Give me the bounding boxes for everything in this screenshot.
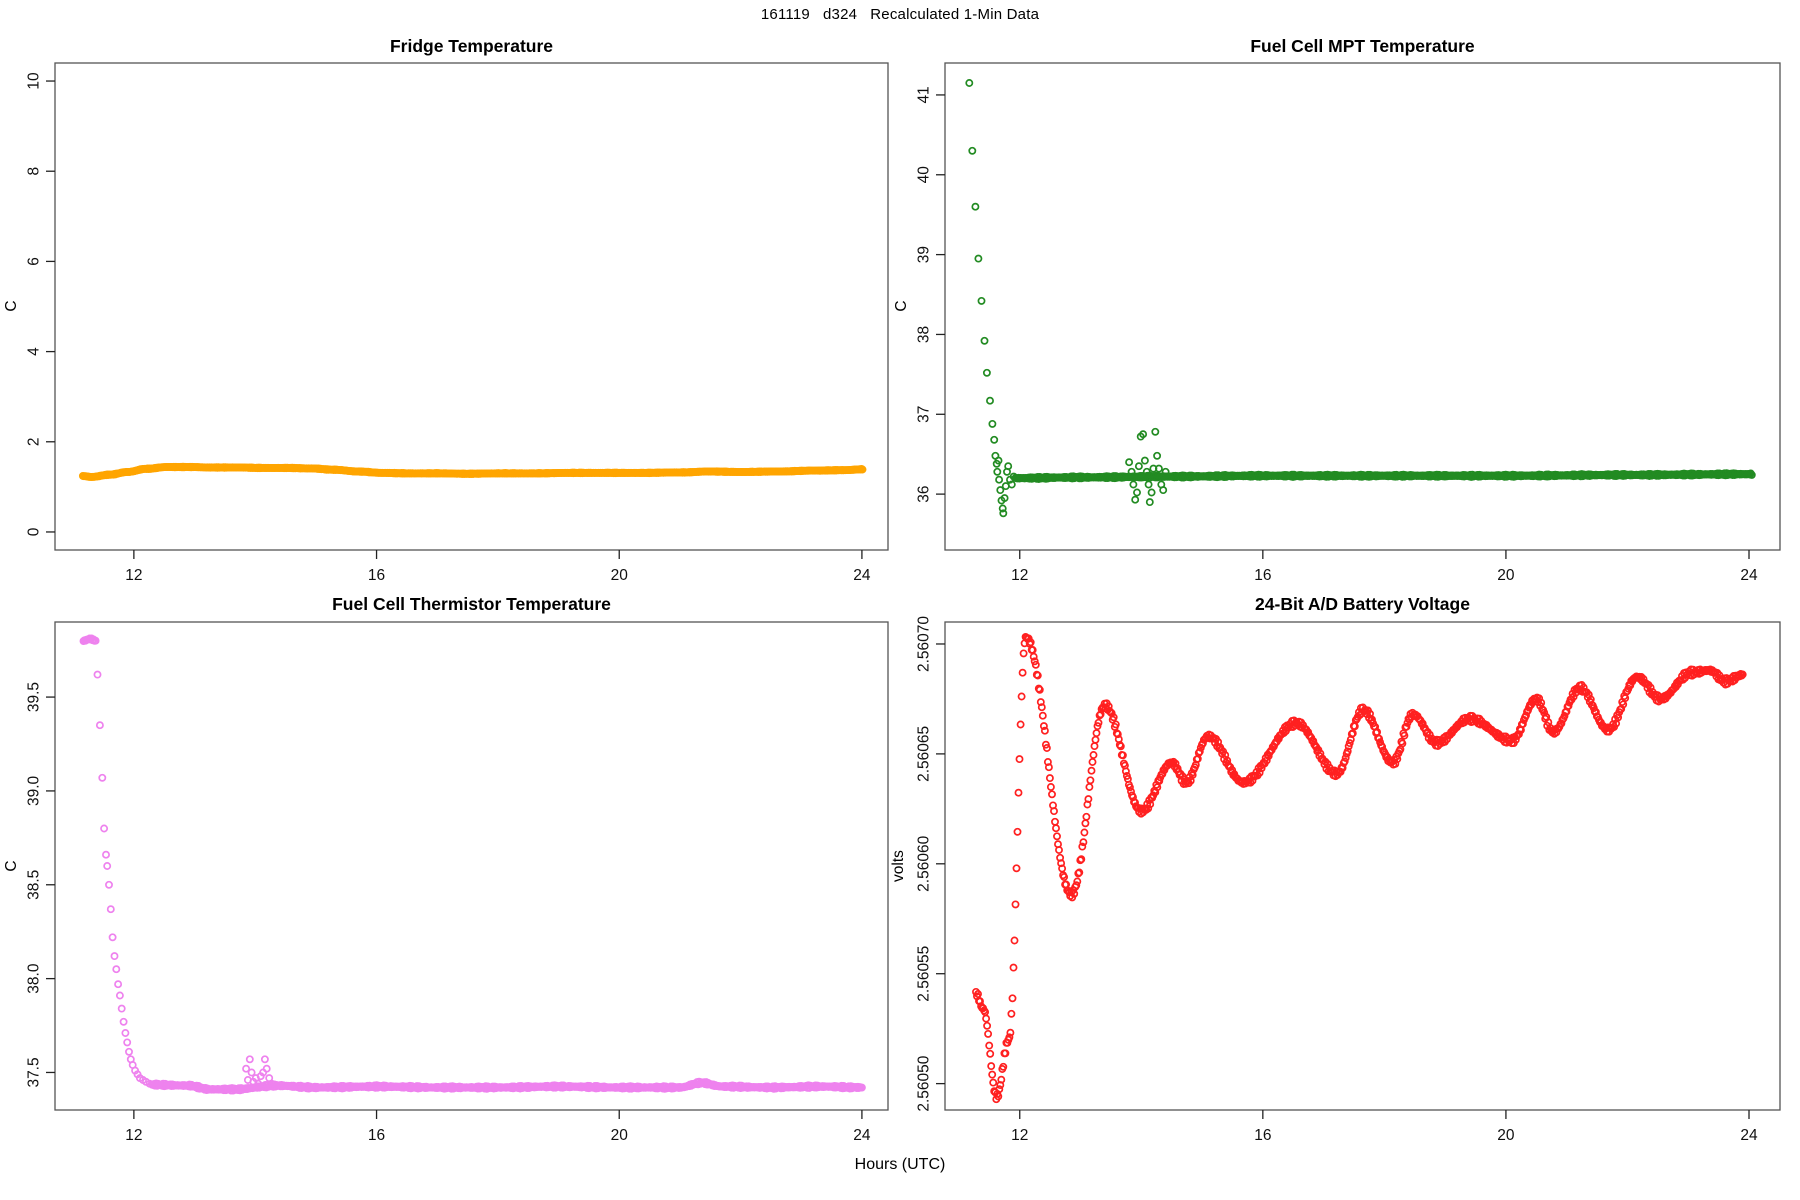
y-axis: 36 37 38 39 40 41 bbox=[915, 86, 945, 503]
x-axis-label: Hours (UTC) bbox=[854, 1156, 946, 1173]
y-tick-label: 2.56055 bbox=[915, 946, 932, 1002]
panel-battery: 12 16 20 242.560502.560552.560602.560652.56… bbox=[915, 616, 1781, 1144]
x-tick-label: 20 bbox=[1497, 1127, 1515, 1144]
y-axis-title-fridge: C bbox=[3, 300, 20, 312]
y-tick-label: 37.5 bbox=[25, 1057, 42, 1087]
y-tick-label: 2.56065 bbox=[915, 726, 932, 782]
y-tick-label: 2.56070 bbox=[915, 616, 932, 672]
y-tick-label: 38.5 bbox=[25, 870, 42, 900]
x-axis: 12 16 20 24 bbox=[1011, 550, 1758, 584]
y-tick-label: 2.56060 bbox=[915, 835, 932, 891]
x-tick-label: 24 bbox=[1740, 567, 1758, 584]
figure-title: 161119 d324 Recalculated 1-Min Data bbox=[760, 6, 1040, 23]
plot-frame bbox=[54, 621, 889, 1111]
y-tick-label: 40 bbox=[915, 166, 932, 184]
plot-frame bbox=[944, 621, 1781, 1111]
y-tick-label: 6 bbox=[25, 257, 42, 266]
y-axis: 37.5 38.0 38.5 39.0 39.5 bbox=[25, 682, 55, 1088]
data-points-mpt bbox=[965, 79, 1756, 518]
y-tick-label: 36 bbox=[915, 485, 932, 502]
x-tick-label: 24 bbox=[853, 567, 871, 584]
panel-title-battery: 24-Bit A/D Battery Voltage bbox=[1255, 594, 1470, 614]
y-tick-label: 2.56050 bbox=[915, 1055, 932, 1111]
y-tick-label: 37 bbox=[915, 406, 932, 423]
panel-thermistor: 12 16 20 24 37.5 38.0 38.5 39.0 39.5 bbox=[25, 621, 889, 1144]
y-axis-title-battery: volts bbox=[890, 850, 907, 882]
data-points-fridge bbox=[78, 462, 867, 481]
data-points-thermistor bbox=[79, 634, 866, 1095]
y-tick-label: 10 bbox=[25, 72, 42, 90]
y-axis: 0 2 4 6 8 10 bbox=[25, 72, 55, 536]
x-tick-label: 16 bbox=[1254, 567, 1271, 584]
x-tick-label: 16 bbox=[1254, 1127, 1271, 1144]
x-tick-label: 20 bbox=[611, 567, 629, 584]
y-tick-label: 39.5 bbox=[25, 682, 42, 712]
panel-title-thermistor: Fuel Cell Thermistor Temperature bbox=[332, 594, 611, 614]
x-tick-label: 24 bbox=[853, 1127, 871, 1144]
x-tick-label: 24 bbox=[1740, 1127, 1758, 1144]
panel-title-fridge: Fridge Temperature bbox=[389, 36, 554, 56]
x-tick-label: 20 bbox=[611, 1127, 629, 1144]
panel-mpt: 12 16 20 24 36 37 38 39 40 41 bbox=[915, 62, 1781, 584]
y-axis-title-thermistor: C bbox=[3, 860, 20, 872]
y-tick-label: 39 bbox=[915, 246, 932, 263]
x-axis: 12 16 20 24 bbox=[1011, 1110, 1758, 1144]
x-tick-label: 12 bbox=[125, 567, 142, 584]
x-tick-label: 16 bbox=[368, 567, 385, 584]
x-tick-label: 12 bbox=[1011, 567, 1028, 584]
data-points-battery bbox=[972, 632, 1747, 1104]
x-tick-label: 20 bbox=[1497, 567, 1515, 584]
y-tick-label: 4 bbox=[25, 347, 42, 356]
y-tick-label: 2 bbox=[25, 437, 42, 446]
x-axis: 12 16 20 24 bbox=[125, 1110, 871, 1144]
panel-title-mpt: Fuel Cell MPT Temperature bbox=[1250, 36, 1475, 56]
y-tick-label: 0 bbox=[25, 527, 42, 536]
y-axis-title-mpt: C bbox=[893, 300, 910, 312]
y-tick-label: 41 bbox=[915, 86, 932, 103]
y-axis: 2.56050 2.56055 2.56060 2.56065 2.56070 bbox=[915, 616, 945, 1112]
x-tick-label: 12 bbox=[1011, 1127, 1028, 1144]
y-tick-label: 38.0 bbox=[25, 963, 42, 994]
x-axis: 12 16 20 24 bbox=[125, 550, 871, 584]
plot-frame bbox=[54, 62, 889, 551]
y-tick-label: 39.0 bbox=[25, 775, 42, 806]
x-tick-label: 12 bbox=[125, 1127, 142, 1144]
y-tick-label: 38 bbox=[915, 326, 932, 343]
x-tick-label: 16 bbox=[368, 1127, 385, 1144]
y-tick-label: 8 bbox=[25, 167, 42, 176]
plot-frame bbox=[944, 62, 1781, 551]
